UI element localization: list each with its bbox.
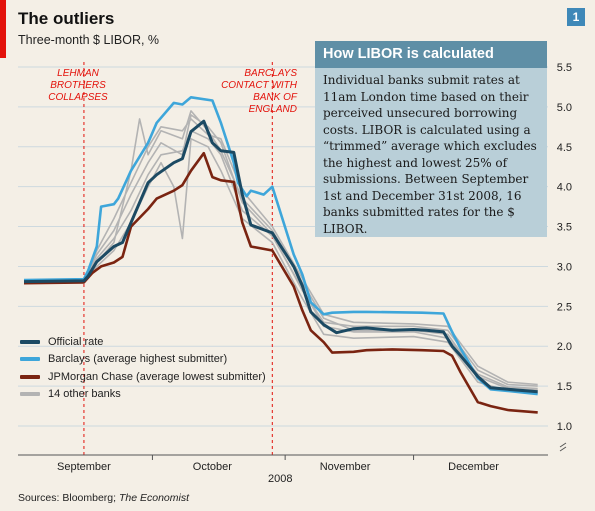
x-axis-year-label: 2008 — [268, 473, 293, 485]
x-tick-label: September — [57, 461, 111, 473]
y-tick-label: 2.0 — [557, 341, 572, 353]
other-bank-line-2 — [23, 138, 538, 394]
axis-break-mark — [559, 442, 567, 452]
legend-item-barclays: Barclays (average highest submitter) — [20, 351, 266, 369]
chart-subtitle: Three-month $ LIBOR, % — [18, 33, 160, 47]
series-other-banks — [23, 110, 538, 394]
y-tick-label: 5.5 — [557, 62, 572, 74]
legend-label-barclays: Barclays (average highest submitter) — [48, 353, 228, 366]
y-tick-label: 5.0 — [557, 102, 572, 114]
info-box: How LIBOR is calculated Individual banks… — [315, 41, 547, 237]
info-box-heading: How LIBOR is calculated — [315, 41, 547, 68]
annotation-barclays: BARCLAYS CONTACT WITH BANK OF ENGLAND — [221, 68, 297, 115]
annotation-lehman: LEHMAN BROTHERS COLLAPSES — [48, 68, 108, 103]
x-tick-label: December — [448, 461, 499, 473]
legend-label-official: Official rate — [48, 335, 104, 348]
other-bank-line-4 — [24, 130, 538, 390]
other-bank-line-3 — [23, 118, 538, 386]
legend-item-official: Official rate — [20, 333, 266, 351]
x-tick-label: November — [320, 461, 371, 473]
y-tick-label: 3.0 — [557, 261, 572, 273]
barclays-line — [23, 96, 538, 396]
x-axis: September October November December — [18, 442, 567, 473]
legend-item-others: 14 other banks — [20, 386, 266, 404]
y-axis-tick-labels: 1.0 1.5 2.0 2.5 3.0 3.5 4.0 4.5 5.0 5.5 — [557, 62, 572, 433]
source-note: Sources: Bloomberg; The Economist — [18, 492, 189, 504]
chart-legend: Official rate Barclays (average highest … — [20, 333, 266, 403]
y-tick-label: 3.5 — [557, 222, 572, 234]
legend-swatch-official — [20, 339, 40, 344]
x-tick-label: October — [193, 461, 232, 473]
legend-label-others: 14 other banks — [48, 388, 121, 401]
jpmorgan-line — [23, 151, 538, 414]
y-tick-label: 1.5 — [557, 381, 572, 393]
y-tick-label: 4.5 — [557, 142, 572, 154]
figure-number-badge: 1 — [567, 8, 585, 26]
legend-swatch-barclays — [20, 357, 40, 362]
chart-title: The outliers — [18, 9, 115, 28]
brand-red-bar — [0, 0, 6, 58]
source-economist: The Economist — [118, 492, 189, 504]
series-main-lines — [23, 96, 538, 414]
legend-item-jpmorgan: JPMorgan Chase (average lowest submitter… — [20, 368, 266, 386]
y-tick-label: 4.0 — [557, 182, 572, 194]
official-rate-line — [23, 119, 538, 394]
y-tick-label: 1.0 — [557, 421, 572, 433]
y-tick-label: 2.5 — [557, 301, 572, 313]
legend-label-jpmorgan: JPMorgan Chase (average lowest submitter… — [48, 370, 266, 383]
other-bank-line-1 — [23, 110, 538, 391]
legend-swatch-jpmorgan — [20, 374, 40, 379]
legend-swatch-others — [20, 392, 40, 397]
info-box-text: Individual banks submit rates at 11am Lo… — [323, 73, 537, 236]
